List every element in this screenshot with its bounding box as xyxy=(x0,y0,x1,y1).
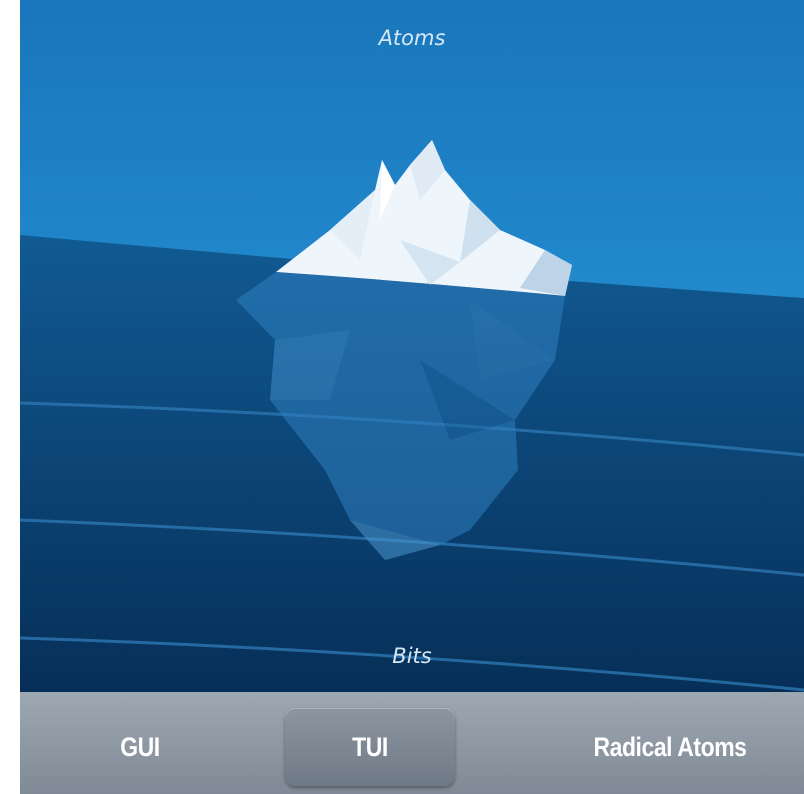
iceberg-scene: Atoms Bits xyxy=(0,0,804,692)
tab[interactable]: TUI xyxy=(285,708,455,786)
tab[interactable]: GUI xyxy=(64,708,217,786)
page: Atoms Bits GUITUIRadical Atoms (() => { … xyxy=(0,0,804,794)
tab[interactable]: Radical Atoms xyxy=(555,708,785,786)
tab-bar: GUI TUI Radical Atoms xyxy=(20,692,804,794)
atoms-label: Atoms xyxy=(377,26,446,50)
bits-label: Bits xyxy=(392,644,431,668)
